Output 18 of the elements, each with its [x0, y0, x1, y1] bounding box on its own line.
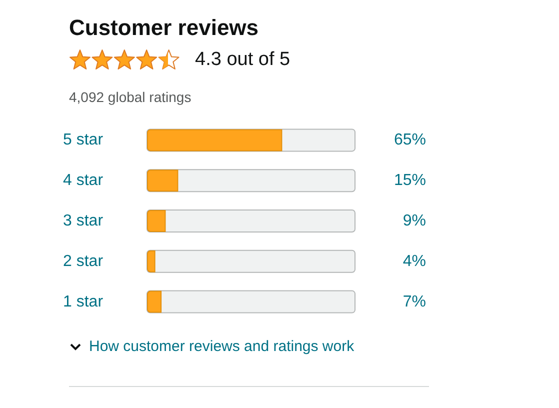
- data-label: 9%: [402, 212, 426, 230]
- data-label: 15%: [394, 172, 426, 190]
- chart-title: Customer reviews: [69, 15, 259, 41]
- bar: [147, 250, 156, 272]
- bar: [147, 170, 178, 192]
- y-tick-label: 4 star: [63, 172, 104, 190]
- y-tick-label: 2 star: [63, 252, 104, 270]
- data-label: 7%: [402, 293, 426, 310]
- text: 4.3 out of 5: [195, 49, 290, 71]
- y-tick-label: 5 star: [63, 132, 104, 149]
- y-tick-label: 1 star: [63, 293, 104, 310]
- bar: [147, 290, 162, 313]
- data-label: 65%: [394, 132, 426, 149]
- text: How customer reviews and ratings work: [89, 338, 354, 355]
- y-tick-label: 3 star: [63, 212, 104, 230]
- data-label: 4%: [402, 252, 426, 270]
- bar: [147, 210, 166, 232]
- chart-subtitle: 4,092 global ratings: [69, 89, 192, 105]
